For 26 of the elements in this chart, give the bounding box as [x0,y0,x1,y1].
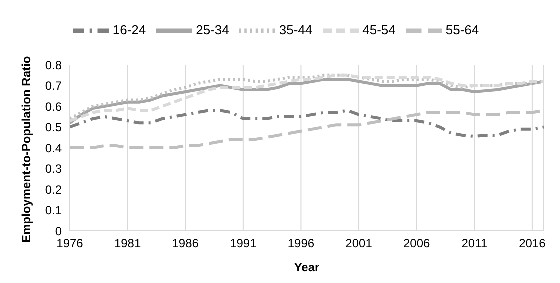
x-tick-label: 1991 [230,236,258,251]
x-tick-label: 1986 [172,236,200,251]
x-axis-title: Year [294,260,320,275]
line-series [70,109,544,138]
y-tick-label: 0.6 [45,100,62,114]
x-tick-label: 2001 [346,236,373,251]
legend-label: 45-54 [362,22,396,38]
y-tick-label: 0.8 [45,58,62,72]
x-tick-label: 1981 [114,236,142,251]
y-tick-label: 0.3 [45,162,62,176]
x-tick-label: 2006 [403,236,430,251]
x-tick-label: 1996 [288,236,315,251]
y-tick-label: 0.1 [45,204,62,218]
y-tick-label: 0.4 [45,141,62,156]
y-tick-label: 0 [55,224,62,238]
legend-label: 25-34 [196,22,230,38]
y-tick-label: 0.7 [45,79,62,94]
y-tick-label: 0.5 [45,120,62,135]
y-axis-title: Employment-to-Population Ratio [19,56,34,243]
x-tick-label: 2011 [462,236,488,251]
x-tick-label: 1976 [56,236,84,251]
legend-label: 16-24 [112,22,146,38]
y-tick-label: 0.2 [45,182,62,197]
legend-label: 35-44 [279,22,313,38]
x-tick-label: 2016 [519,236,546,251]
legend-label: 55-64 [446,22,480,38]
